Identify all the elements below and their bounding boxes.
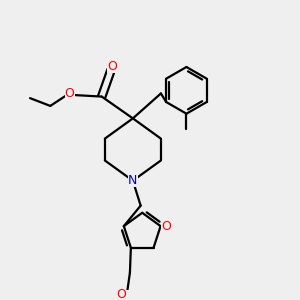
Text: O: O (116, 288, 126, 300)
Text: O: O (65, 87, 75, 100)
Text: N: N (128, 174, 138, 187)
Text: O: O (161, 220, 171, 232)
Text: O: O (107, 59, 117, 73)
